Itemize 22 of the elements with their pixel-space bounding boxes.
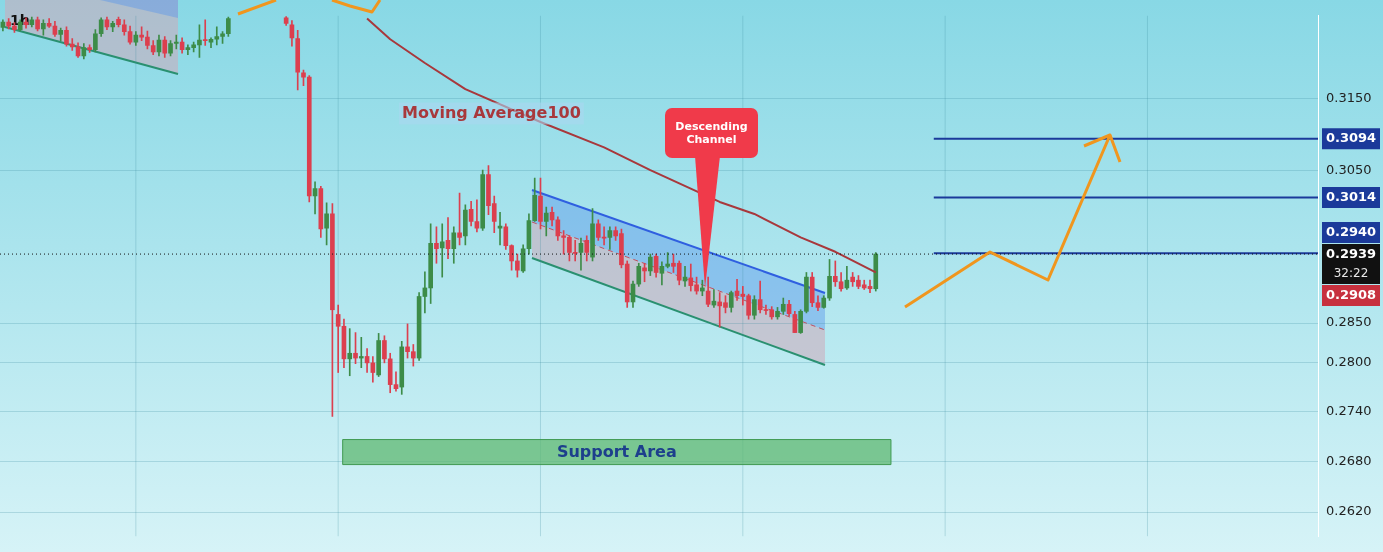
candlestick	[439, 223, 445, 278]
y-tick-label: 0.2850	[1326, 314, 1372, 330]
y-tick-label: 0.2620	[1326, 503, 1372, 519]
y-tick-label: 0.2740	[1326, 402, 1372, 418]
series-label: Moving Average100	[402, 102, 581, 122]
annotation: Descending Channel	[665, 108, 758, 158]
y-tick-label: 0.2680	[1326, 452, 1372, 468]
band-label: Support Area	[556, 442, 677, 462]
candlestick	[358, 337, 364, 369]
ref-line-label: 0.2939	[1325, 245, 1377, 261]
ref-line-label: 0.3094	[1325, 130, 1377, 146]
candlestick	[474, 199, 480, 233]
candlestick	[347, 328, 353, 377]
y-tick-label: 0.3150	[1326, 89, 1372, 105]
candlestick	[69, 38, 75, 51]
candlestick	[202, 19, 208, 46]
y-tick-label: 0.3050	[1326, 162, 1372, 178]
text: 0.2908	[1325, 286, 1377, 302]
y-tick-label: 0.2800	[1326, 354, 1372, 370]
ref-line-label: 0.2940	[1325, 223, 1377, 239]
ref-line-label: 0.3014	[1325, 188, 1377, 204]
text: 32:22	[1333, 266, 1369, 281]
